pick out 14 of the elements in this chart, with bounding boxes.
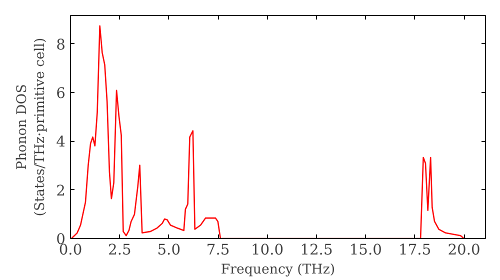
x-tick-label: 10.0 — [250, 242, 284, 258]
x-tick-label: 5.0 — [157, 242, 181, 258]
x-tick-label: 7.5 — [206, 242, 230, 258]
y-tick-label: 8 — [56, 36, 66, 54]
y-axis-title: Phonon DOS (States/THz·primitive cell) — [15, 38, 48, 216]
y-tick-label: 6 — [56, 85, 66, 102]
x-tick-label: 2.5 — [108, 242, 132, 258]
x-tick-label: 12.5 — [300, 242, 333, 258]
x-tick-label: 17.5 — [398, 242, 432, 258]
y-tick-label: 4 — [56, 134, 66, 151]
y-tick-label: 2 — [56, 182, 66, 200]
x-tick-label: 15.0 — [349, 242, 382, 258]
x-tick-label: 20.0 — [448, 242, 480, 258]
x-axis-title: Frequency (THz) — [220, 262, 336, 278]
